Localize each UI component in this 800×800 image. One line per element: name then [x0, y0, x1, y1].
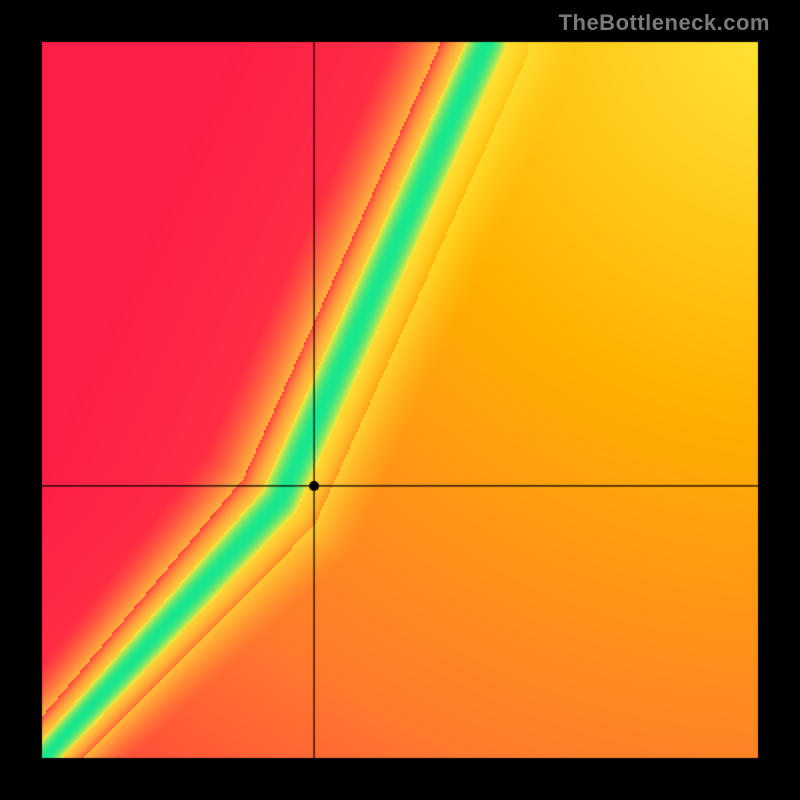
- watermark-text: TheBottleneck.com: [559, 10, 770, 36]
- heatmap-canvas: [0, 0, 800, 800]
- chart-container: TheBottleneck.com: [0, 0, 800, 800]
